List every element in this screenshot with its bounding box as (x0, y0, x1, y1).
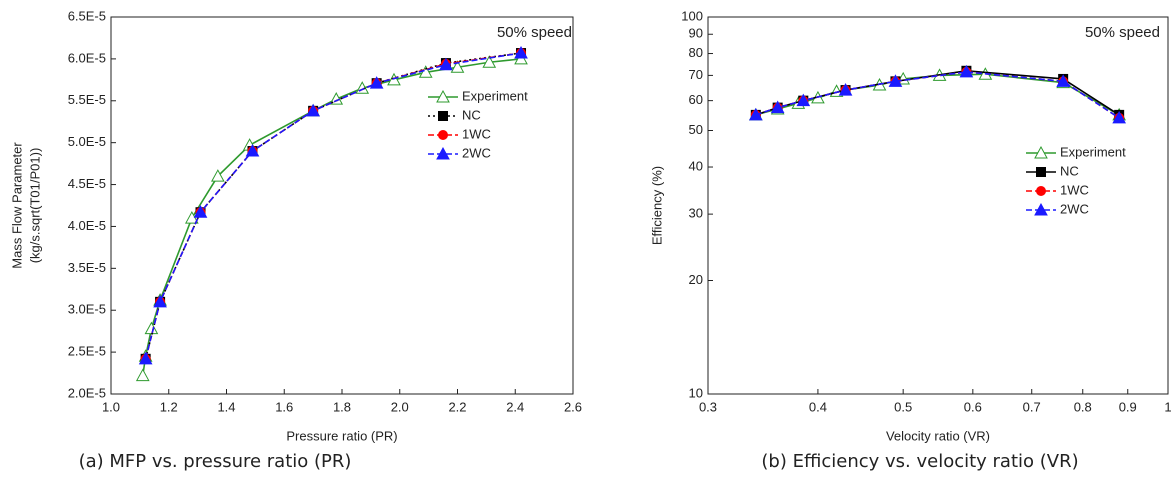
y-tick-label: 5.5E-5 (68, 92, 106, 107)
series-line (144, 52, 522, 360)
marker (439, 57, 453, 71)
legend-label: NC (462, 107, 481, 122)
x-tick-label: 0.4 (809, 399, 827, 414)
marker (193, 205, 208, 218)
annotation: 50% speed (1085, 24, 1160, 41)
marker (138, 351, 153, 365)
legend-marker (436, 146, 450, 160)
x-tick-label: 2.4 (506, 399, 524, 414)
y-tick-label: 10 (689, 385, 703, 400)
marker (418, 65, 433, 78)
y-tick-label: 2.0E-5 (68, 385, 106, 400)
x-tick-label: 2.6 (564, 399, 582, 414)
marker (748, 107, 763, 121)
caption: (b) Efficiency vs. velocity ratio (VR) (761, 451, 1078, 472)
y-tick-label: 30 (689, 206, 703, 221)
marker (369, 76, 384, 89)
y-tick-label: 3.0E-5 (68, 302, 106, 317)
y-tick-label: 4.5E-5 (68, 176, 106, 191)
legend-marker (438, 111, 448, 121)
series-line (755, 71, 1120, 119)
y-tick-label: 60 (689, 92, 703, 107)
legend-marker (1034, 202, 1048, 216)
marker (144, 321, 159, 335)
legend-label: 2WC (1060, 201, 1089, 216)
marker (306, 103, 320, 117)
x-axis-label: Velocity ratio (VR) (886, 428, 990, 443)
y-tick-label: 20 (689, 272, 703, 287)
x-tick-label: 1.2 (160, 399, 178, 414)
x-tick-label: 1.4 (217, 399, 235, 414)
y-tick-label: 5.0E-5 (68, 134, 106, 149)
x-axis-label: Pressure ratio (PR) (286, 428, 397, 443)
legend-label: NC (1060, 163, 1079, 178)
legend-label: 1WC (1060, 182, 1089, 197)
legend-marker (1036, 186, 1046, 196)
y-tick-label: 3.5E-5 (68, 260, 106, 275)
legend-label: Experiment (1060, 144, 1126, 159)
y-tick-label: 90 (689, 26, 703, 41)
marker (838, 83, 853, 96)
y-tick-label: 100 (681, 8, 703, 23)
y-tick-label: 2.5E-5 (68, 344, 106, 359)
annotation: 50% speed (497, 24, 572, 41)
plot-frame (110, 16, 574, 395)
marker (135, 368, 150, 382)
y-tick-label: 80 (689, 45, 703, 60)
x-tick-label: 0.9 (1119, 399, 1137, 414)
x-tick-label: 1.6 (275, 399, 293, 414)
x-tick-label: 2.0 (391, 399, 409, 414)
legend-marker (1036, 167, 1046, 177)
caption: (a) MFP vs. pressure ratio (PR) (79, 451, 352, 472)
marker (796, 93, 811, 107)
legend-marker (438, 130, 448, 140)
marker (245, 144, 260, 157)
marker (770, 100, 785, 114)
legend-label: Experiment (462, 88, 528, 103)
x-tick-label: 0.5 (894, 399, 912, 414)
x-tick-label: 0.8 (1074, 399, 1092, 414)
y-axis-label: Mass Flow Parameter (9, 142, 24, 269)
marker (482, 55, 497, 68)
marker (959, 64, 974, 78)
marker (1112, 110, 1127, 124)
y-tick-label: 6.5E-5 (68, 8, 106, 23)
legend-marker (1034, 145, 1048, 159)
y-axis-label: Efficiency (%) (649, 166, 664, 245)
marker (888, 74, 903, 87)
marker (1056, 74, 1070, 87)
x-tick-label: 0.3 (699, 399, 717, 414)
y-tick-label: 4.0E-5 (68, 218, 106, 233)
legend-label: 1WC (462, 126, 491, 141)
x-tick-label: 1.0 (102, 399, 120, 414)
marker (210, 169, 225, 182)
marker (450, 60, 465, 73)
x-tick-label: 2.2 (448, 399, 466, 414)
plot-frame (707, 16, 1169, 395)
y-tick-label: 6.0E-5 (68, 50, 106, 65)
legend-label: 2WC (462, 145, 491, 160)
y-tick-label: 50 (689, 122, 703, 137)
legend-marker (436, 89, 450, 103)
x-tick-label: 0.6 (964, 399, 982, 414)
y-tick-label: 70 (689, 67, 703, 82)
y-axis-label: (kg/s.sqrt(T01/P01)) (27, 148, 42, 264)
x-tick-label: 0.7 (1023, 399, 1041, 414)
marker (153, 294, 167, 308)
x-tick-label: 1 (1164, 399, 1171, 414)
y-tick-label: 40 (689, 158, 703, 173)
x-tick-label: 1.8 (333, 399, 351, 414)
marker (514, 45, 528, 59)
